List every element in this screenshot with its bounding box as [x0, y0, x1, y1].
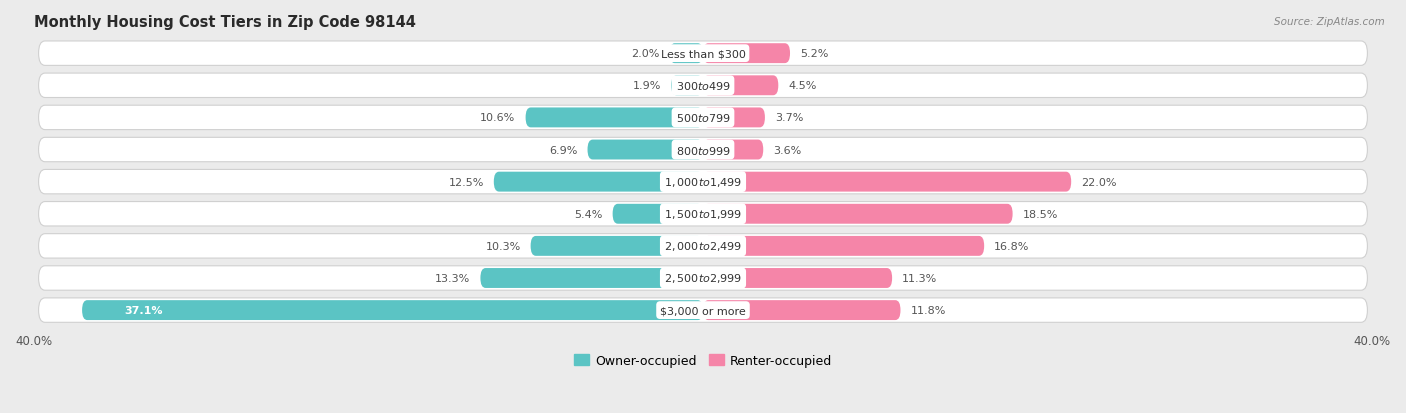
FancyBboxPatch shape — [613, 204, 703, 224]
Text: 3.6%: 3.6% — [773, 145, 801, 155]
Text: 13.3%: 13.3% — [434, 273, 471, 283]
Text: 16.8%: 16.8% — [994, 241, 1029, 251]
FancyBboxPatch shape — [703, 140, 763, 160]
Text: 3.7%: 3.7% — [775, 113, 803, 123]
Text: 12.5%: 12.5% — [449, 177, 484, 187]
Text: 10.6%: 10.6% — [481, 113, 516, 123]
Text: 2.0%: 2.0% — [631, 49, 659, 59]
FancyBboxPatch shape — [703, 108, 765, 128]
Text: 11.8%: 11.8% — [911, 305, 946, 316]
Text: Source: ZipAtlas.com: Source: ZipAtlas.com — [1274, 17, 1385, 26]
FancyBboxPatch shape — [38, 170, 1368, 195]
FancyBboxPatch shape — [38, 202, 1368, 226]
FancyBboxPatch shape — [38, 106, 1368, 130]
Text: $1,500 to $1,999: $1,500 to $1,999 — [664, 208, 742, 221]
Text: $500 to $799: $500 to $799 — [675, 112, 731, 124]
Text: $3,000 or more: $3,000 or more — [661, 305, 745, 316]
Text: $2,000 to $2,499: $2,000 to $2,499 — [664, 240, 742, 253]
FancyBboxPatch shape — [703, 300, 900, 320]
FancyBboxPatch shape — [481, 268, 703, 288]
Legend: Owner-occupied, Renter-occupied: Owner-occupied, Renter-occupied — [568, 349, 838, 372]
Text: Monthly Housing Cost Tiers in Zip Code 98144: Monthly Housing Cost Tiers in Zip Code 9… — [34, 15, 415, 30]
FancyBboxPatch shape — [669, 44, 703, 64]
Text: 5.4%: 5.4% — [574, 209, 603, 219]
Text: 6.9%: 6.9% — [550, 145, 578, 155]
FancyBboxPatch shape — [588, 140, 703, 160]
FancyBboxPatch shape — [38, 74, 1368, 98]
Text: $300 to $499: $300 to $499 — [675, 80, 731, 92]
Text: 22.0%: 22.0% — [1081, 177, 1116, 187]
FancyBboxPatch shape — [671, 76, 703, 96]
Text: $1,000 to $1,499: $1,000 to $1,499 — [664, 176, 742, 189]
Text: 10.3%: 10.3% — [485, 241, 520, 251]
Text: 4.5%: 4.5% — [789, 81, 817, 91]
FancyBboxPatch shape — [38, 138, 1368, 162]
Text: 5.2%: 5.2% — [800, 49, 828, 59]
FancyBboxPatch shape — [703, 236, 984, 256]
FancyBboxPatch shape — [38, 266, 1368, 290]
FancyBboxPatch shape — [82, 300, 703, 320]
Text: $800 to $999: $800 to $999 — [675, 144, 731, 156]
FancyBboxPatch shape — [530, 236, 703, 256]
Text: 1.9%: 1.9% — [633, 81, 661, 91]
FancyBboxPatch shape — [38, 234, 1368, 259]
FancyBboxPatch shape — [703, 204, 1012, 224]
Text: 37.1%: 37.1% — [124, 305, 163, 316]
Text: 18.5%: 18.5% — [1022, 209, 1059, 219]
FancyBboxPatch shape — [703, 44, 790, 64]
Text: Less than $300: Less than $300 — [661, 49, 745, 59]
FancyBboxPatch shape — [703, 172, 1071, 192]
Text: 11.3%: 11.3% — [903, 273, 938, 283]
FancyBboxPatch shape — [703, 76, 779, 96]
FancyBboxPatch shape — [494, 172, 703, 192]
FancyBboxPatch shape — [38, 298, 1368, 323]
FancyBboxPatch shape — [38, 42, 1368, 66]
FancyBboxPatch shape — [526, 108, 703, 128]
Text: $2,500 to $2,999: $2,500 to $2,999 — [664, 272, 742, 285]
FancyBboxPatch shape — [703, 268, 893, 288]
